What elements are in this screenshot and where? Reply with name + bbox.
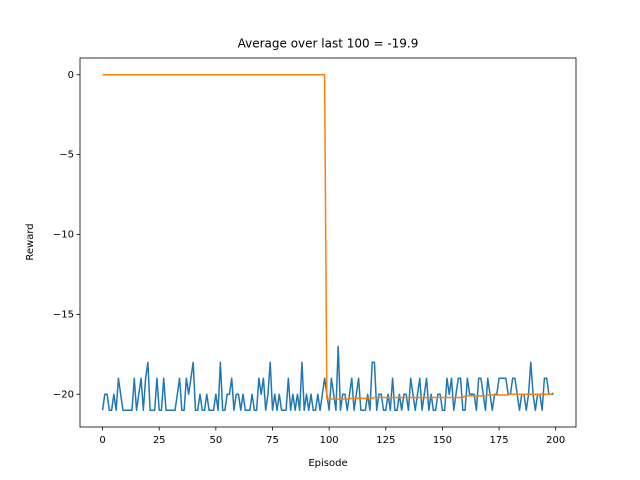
plot-frame [79,57,577,428]
x-tick-label: 175 [490,435,509,446]
x-tick-label: 25 [153,435,166,446]
x-tick-label: 200 [546,435,565,446]
x-axis-label: Episode [308,458,347,469]
x-tick-label: 75 [266,435,279,446]
chart-title: Average over last 100 = -19.9 [238,37,419,51]
x-tick-label: 150 [433,435,452,446]
line-series [102,74,554,400]
x-tick-label: 125 [376,435,395,446]
y-tick-label: −5 [59,150,74,161]
y-tick-label: 0 [68,70,74,81]
y-tick-label: −15 [53,309,74,320]
line-series [101,345,554,411]
x-tick-label: 0 [99,435,105,446]
x-tick-label: 100 [320,435,339,446]
y-tick-label: −10 [53,230,74,241]
y-axis-label: Reward [25,223,36,260]
x-tick-label: 50 [209,435,222,446]
y-tick-label: −20 [53,389,74,400]
